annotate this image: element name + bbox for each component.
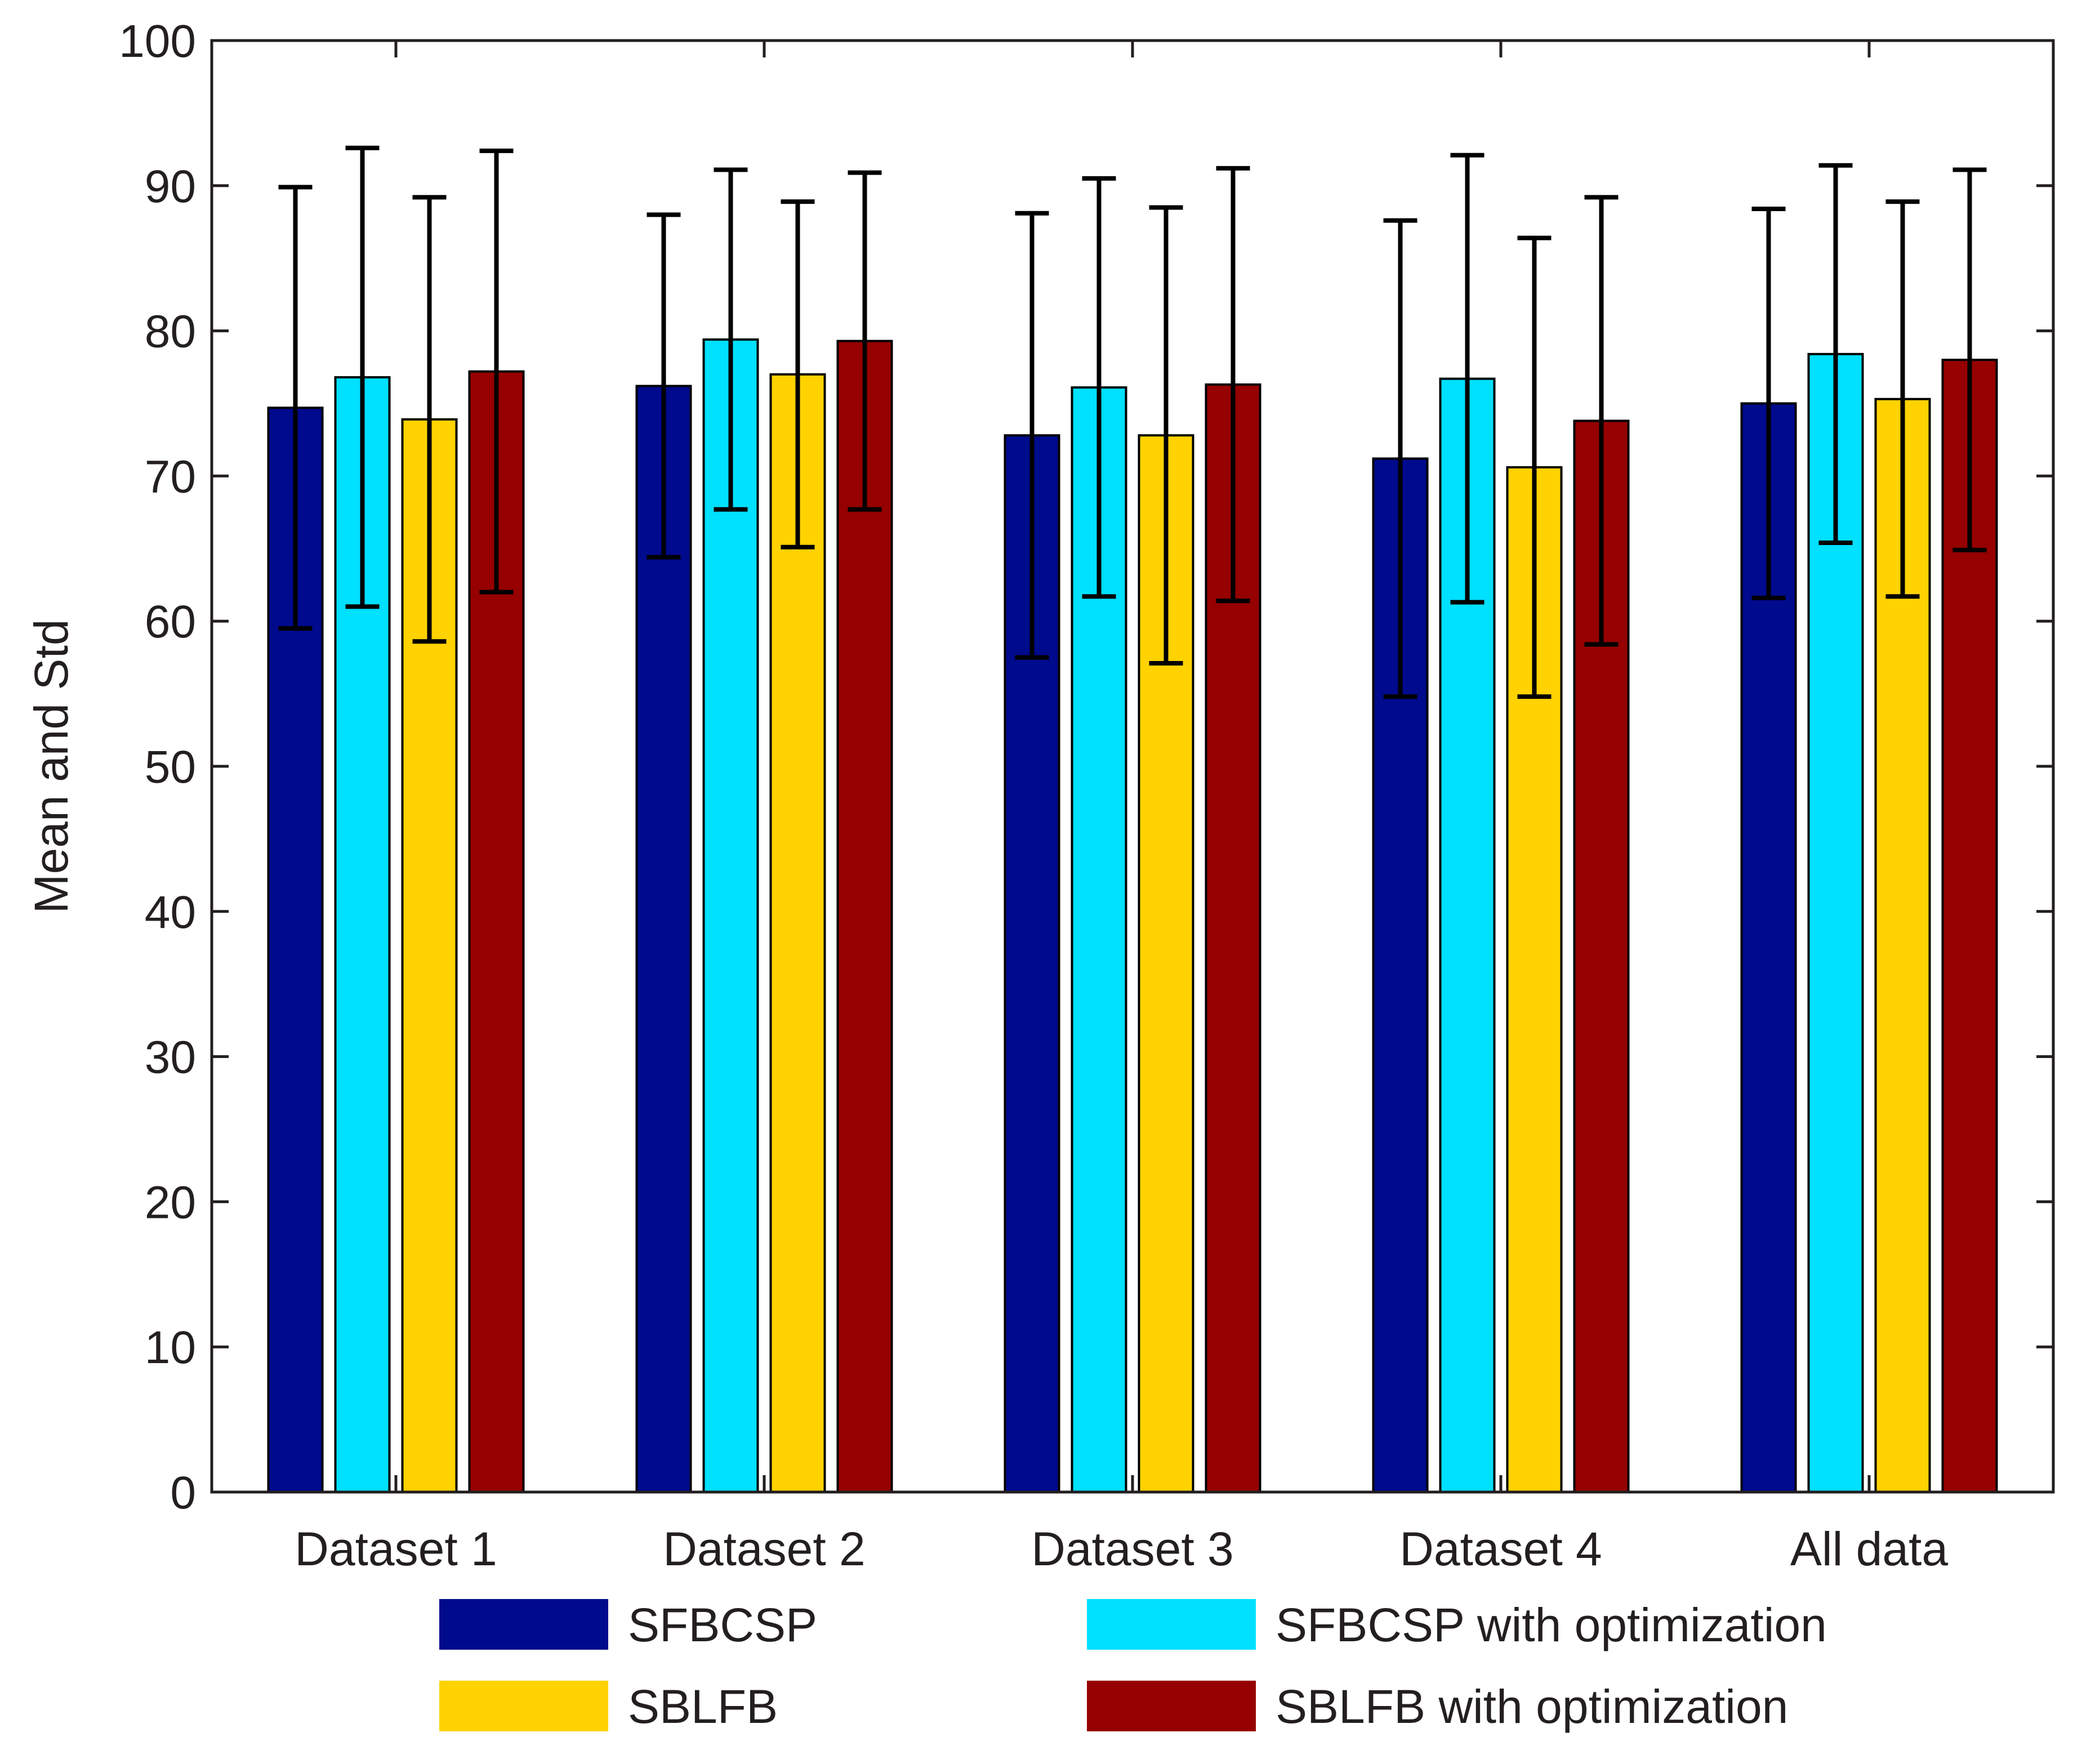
legend: SFBCSP SFBCSP with optimization SBLFB SBLFB… <box>439 1598 1827 1733</box>
error-bar-4-1 <box>479 148 514 595</box>
y-tick-label: 20 <box>145 1177 196 1228</box>
bars-layer <box>267 338 1998 1494</box>
x-category-label: Dataset 3 <box>1031 1522 1234 1575</box>
error-bar-4-4 <box>1584 195 1619 647</box>
legend-item: SBLFB <box>439 1680 778 1733</box>
y-tick-label: 40 <box>145 887 196 938</box>
x-category-label: Dataset 2 <box>663 1522 866 1575</box>
error-bar-2-4 <box>1450 153 1484 605</box>
error-bar-1-4 <box>1383 218 1417 699</box>
legend-label: SBLFB <box>628 1680 778 1733</box>
error-bar-2-5 <box>1818 163 1853 545</box>
y-tick-label: 80 <box>145 306 196 358</box>
error-bar-3-2 <box>781 199 815 550</box>
legend-label: SFBCSP with optimization <box>1276 1598 1827 1651</box>
y-tick-label: 0 <box>170 1467 196 1519</box>
error-bars-layer <box>278 145 1987 699</box>
y-tick-label: 100 <box>119 16 196 67</box>
error-bar-2-1 <box>345 145 380 609</box>
x-category-label: Dataset 4 <box>1399 1522 1602 1575</box>
x-category-label: All data <box>1790 1522 1948 1575</box>
error-bar-1-2 <box>647 212 681 560</box>
error-bar-3-5 <box>1885 199 1920 599</box>
error-bar-3-4 <box>1517 235 1552 699</box>
legend-item: SFBCSP with optimization <box>1087 1598 1827 1651</box>
y-tick-label: 70 <box>145 451 196 502</box>
y-tick-label: 60 <box>145 596 196 647</box>
legend-item: SFBCSP <box>439 1598 817 1651</box>
legend-swatch <box>439 1599 608 1650</box>
error-bar-1-5 <box>1751 207 1786 600</box>
error-bar-1-3 <box>1015 211 1049 660</box>
y-tick-label: 50 <box>145 742 196 793</box>
y-axis-ticks: 0 10 20 30 40 50 60 70 80 90 100 <box>119 16 2053 1519</box>
error-bar-3-3 <box>1149 205 1183 666</box>
error-bar-1-1 <box>278 185 313 631</box>
bar-2-2 <box>702 338 759 1493</box>
y-tick-label: 10 <box>145 1322 196 1373</box>
legend-label: SBLFB with optimization <box>1276 1680 1788 1733</box>
bar-4-2 <box>836 340 893 1493</box>
y-tick-label: 30 <box>145 1032 196 1083</box>
error-bar-2-2 <box>714 167 748 512</box>
bar-3-2 <box>769 373 826 1494</box>
legend-swatch <box>439 1681 608 1731</box>
legend-swatch <box>1087 1599 1256 1650</box>
x-category-label: Dataset 1 <box>295 1522 497 1575</box>
legend-label: SFBCSP <box>628 1598 817 1651</box>
bar-4-1 <box>468 370 525 1493</box>
x-axis-ticks: Dataset 1 Dataset 2 Dataset 3 Dataset 4 All … <box>295 41 1948 1575</box>
legend-item: SBLFB with optimization <box>1087 1680 1788 1733</box>
error-bar-4-5 <box>1952 167 1987 552</box>
error-bar-4-2 <box>848 170 882 512</box>
bar-3-5 <box>1874 398 1931 1493</box>
error-bar-4-3 <box>1216 166 1250 604</box>
legend-swatch <box>1087 1681 1256 1731</box>
y-axis-title: Mean and Std <box>25 619 78 913</box>
error-bar-2-3 <box>1082 176 1116 599</box>
y-tick-label: 90 <box>145 161 196 212</box>
error-bar-3-1 <box>412 195 447 644</box>
